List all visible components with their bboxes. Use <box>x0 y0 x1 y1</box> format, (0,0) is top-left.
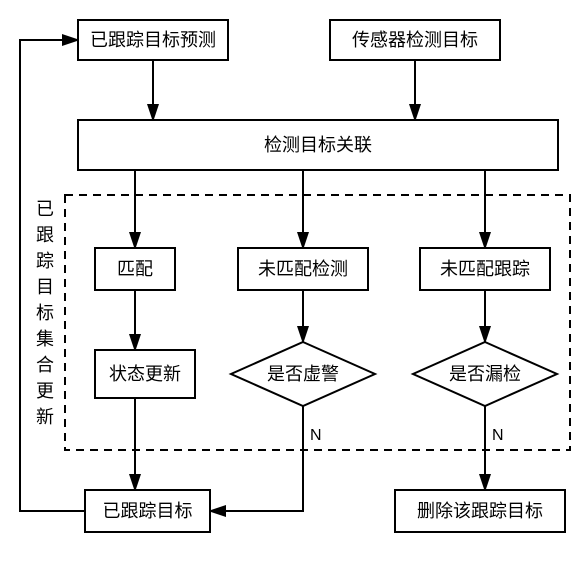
node-label-matched: 匹配 <box>117 259 153 279</box>
node-label-sensor_detect: 传感器检测目标 <box>352 30 478 50</box>
vertical-label: 已跟踪目标集合更新 <box>36 199 54 427</box>
vertical-label-char-0: 已 <box>36 199 54 219</box>
node-label-false_alarm: 是否虚警 <box>267 364 339 384</box>
vertical-label-char-1: 跟 <box>36 225 54 245</box>
node-label-unmatched_det: 未匹配检测 <box>258 259 348 279</box>
node-label-track_predict: 已跟踪目标预测 <box>90 30 216 50</box>
node-label-tracked_target: 已跟踪目标 <box>103 501 193 521</box>
vertical-label-char-2: 踪 <box>36 251 54 271</box>
vertical-label-char-6: 合 <box>36 355 54 375</box>
node-label-associate: 检测目标关联 <box>264 135 372 155</box>
edge-n-label-fa_N_to_tracked: N <box>310 427 322 444</box>
edge-fa_N_to_tracked <box>210 406 303 511</box>
node-label-unmatched_trk: 未匹配跟踪 <box>440 259 530 279</box>
node-label-state_update: 状态更新 <box>109 364 181 384</box>
nodes-layer: 已跟踪目标预测 传感器检测目标检测目标关联匹配 未匹配检测 未匹配跟踪状态更新 是否虚警… <box>78 20 565 532</box>
edge-n-label-md_N_to_delete: N <box>492 427 504 444</box>
vertical-label-char-3: 目 <box>36 277 54 297</box>
vertical-label-char-8: 新 <box>36 407 54 427</box>
node-label-miss_detect: 是否漏检 <box>449 364 521 384</box>
edge-n-labels: NN <box>310 427 504 444</box>
vertical-label-char-4: 标 <box>36 303 54 323</box>
group-dashed-box <box>65 195 570 450</box>
node-label-delete_target: 删除该跟踪目标 <box>417 501 543 521</box>
vertical-label-char-7: 更 <box>36 381 54 401</box>
vertical-label-char-5: 集 <box>36 329 54 349</box>
edge-tracked_feedback <box>20 40 85 511</box>
